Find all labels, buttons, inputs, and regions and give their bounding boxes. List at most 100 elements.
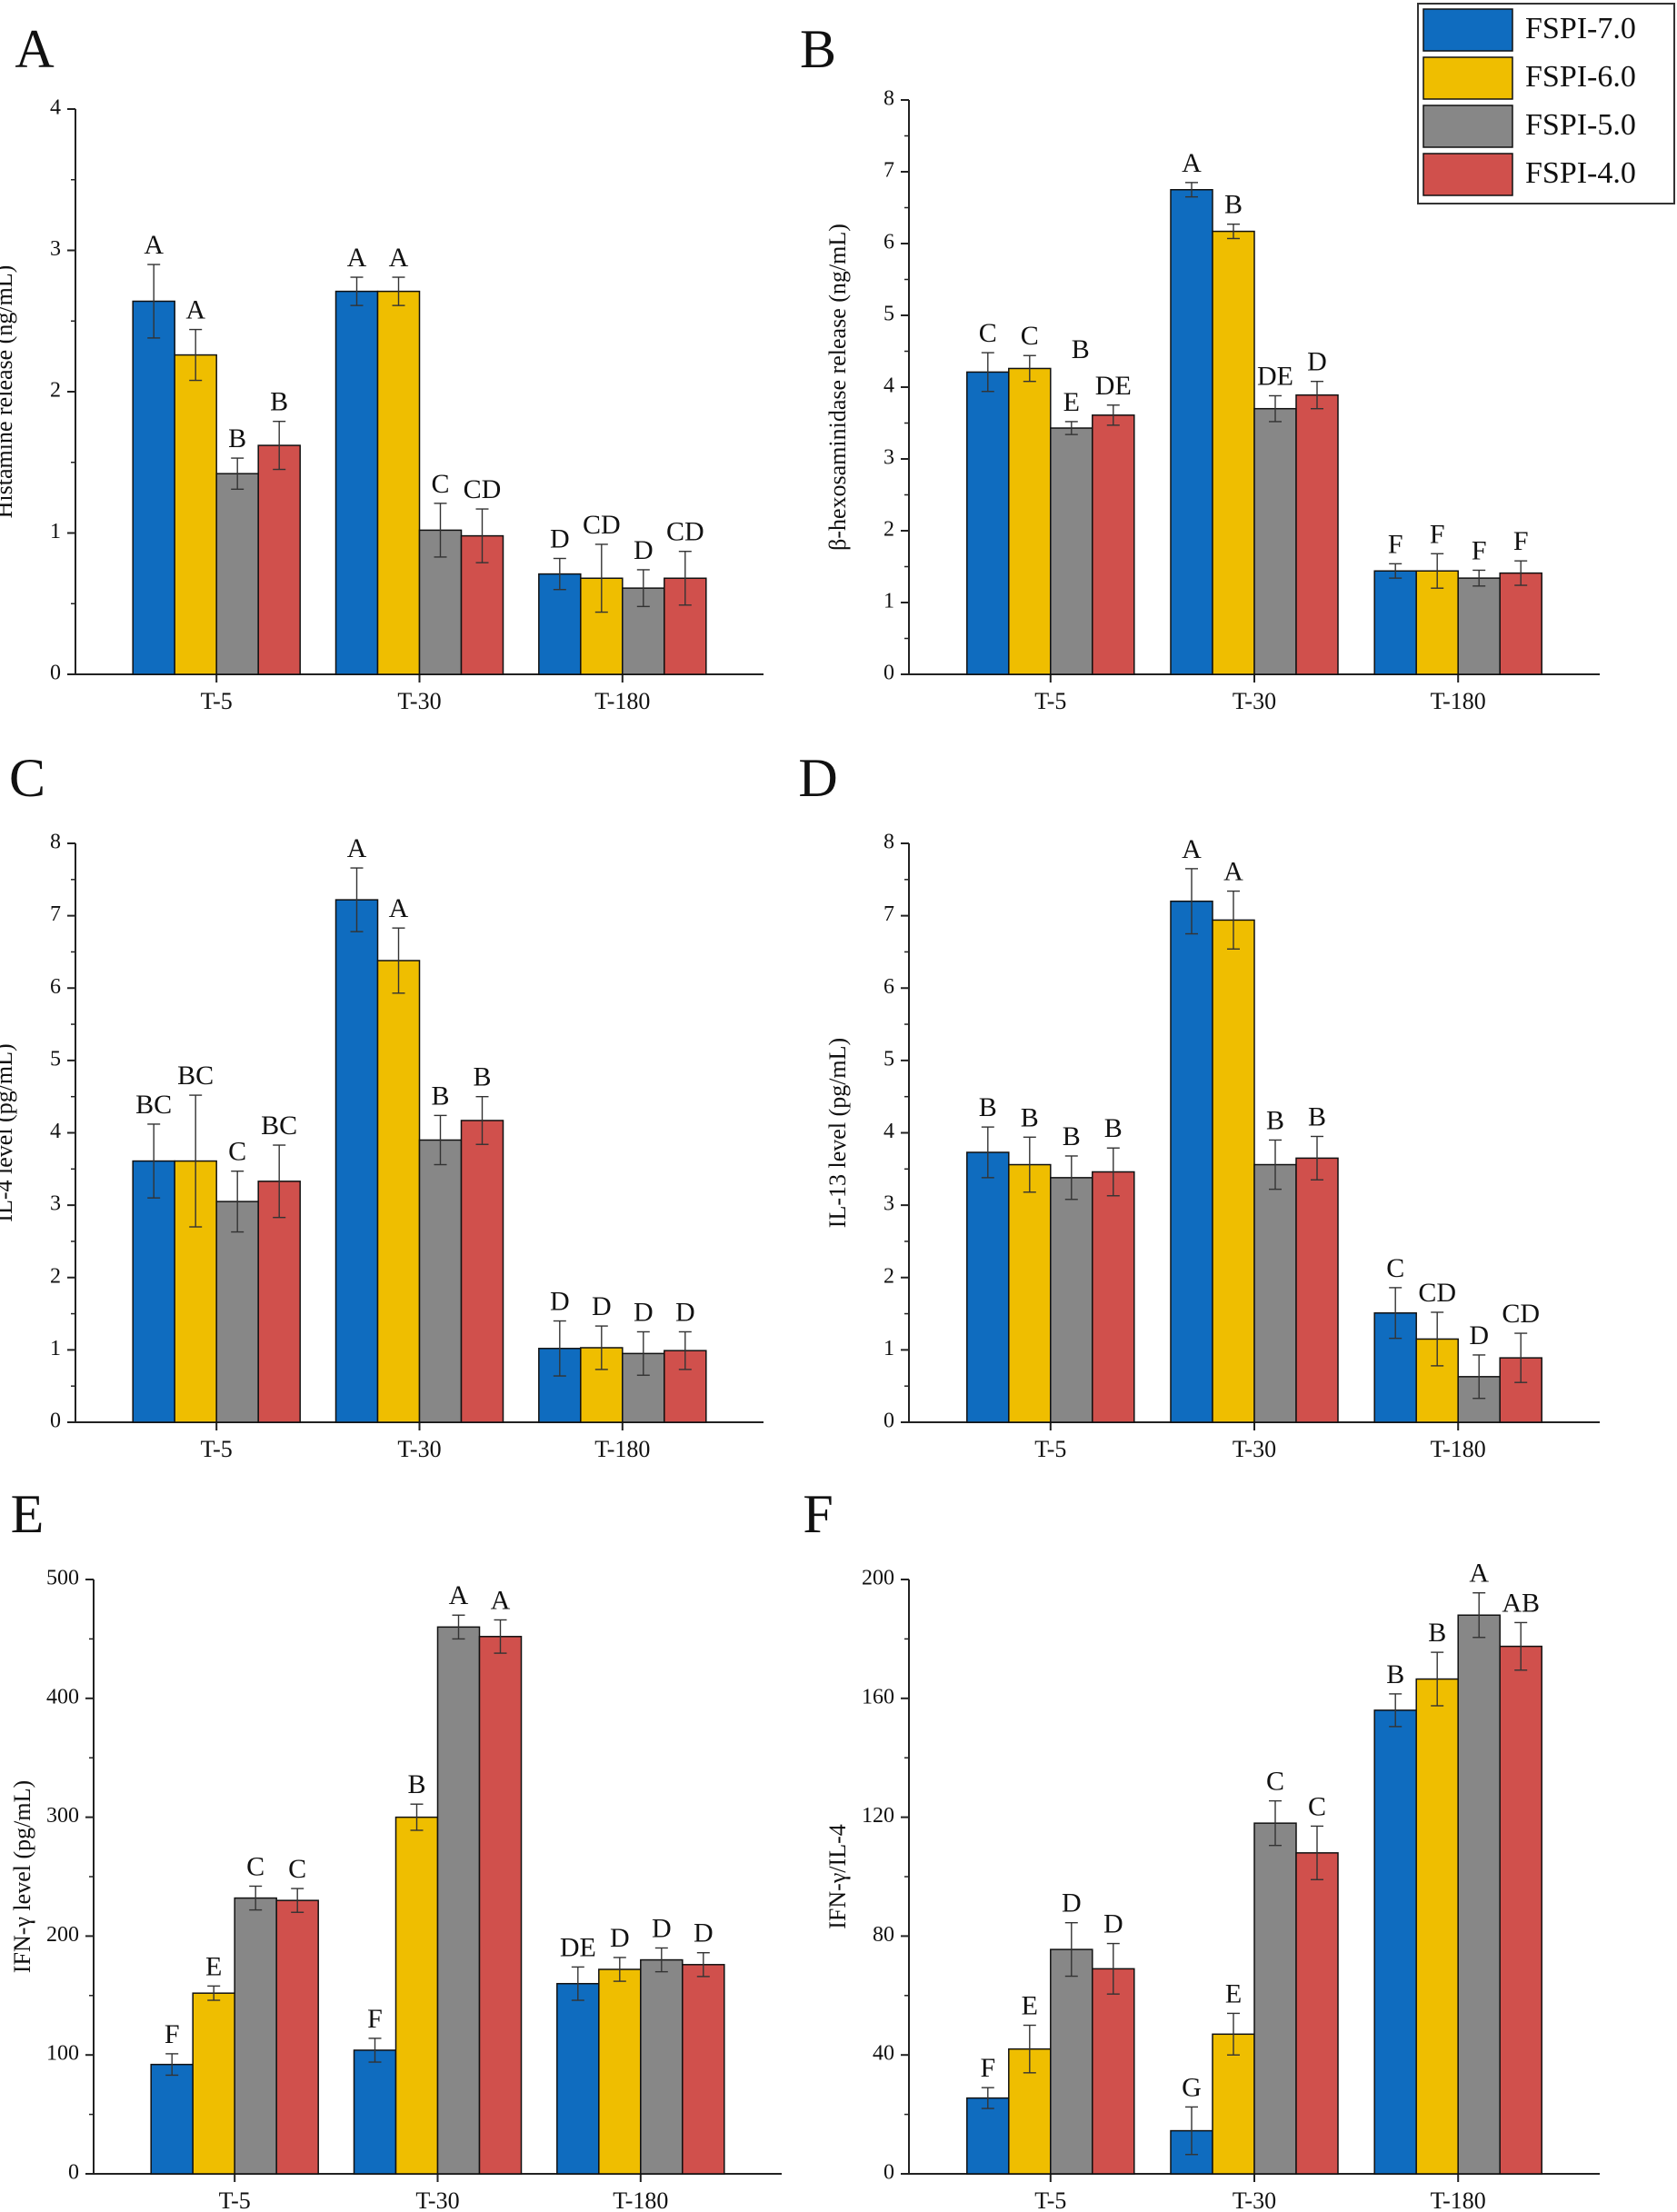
significance-letter: B <box>407 1769 425 1799</box>
significance-letter: B <box>1308 1101 1326 1131</box>
bar-fspi-5.0 <box>1050 1948 1093 2175</box>
bar-fspi-5.0 <box>1050 427 1093 675</box>
significance-letter: F <box>367 2004 383 2034</box>
significance-letter: B <box>979 1092 997 1122</box>
legend-swatch <box>1422 56 1513 100</box>
bar-fspi-5.0 <box>234 1897 277 2175</box>
panel-letter: F <box>803 1484 833 1544</box>
y-tick-label: 0 <box>50 1410 61 1433</box>
significance-letter: D <box>1307 347 1327 377</box>
bar-fspi-4.0 <box>257 444 301 675</box>
x-tick-label: T-180 <box>594 1436 650 1462</box>
significance-letter: BC <box>135 1090 172 1120</box>
bar-fspi-5.0 <box>640 1958 684 2175</box>
significance-letter: A <box>185 295 205 325</box>
significance-letter: C <box>288 1854 306 1884</box>
significance-letter: D <box>694 1918 714 1948</box>
bar-fspi-4.0 <box>478 1636 523 2175</box>
y-tick-label: 1 <box>50 1337 61 1360</box>
y-axis-label: IL-13 level (pg/mL) <box>824 1038 851 1228</box>
significance-letter: A <box>1182 834 1202 864</box>
bar-fspi-6.0 <box>1212 2033 1255 2175</box>
significance-letter: E <box>1063 387 1080 417</box>
bar-fspi-6.0 <box>1415 1678 1459 2175</box>
bar-fspi-4.0 <box>682 1964 725 2175</box>
bar-fspi-6.0 <box>192 1992 235 2175</box>
significance-letter: B <box>1072 334 1090 364</box>
x-tick-label: T-5 <box>1034 688 1066 714</box>
bar-fspi-4.0 <box>460 1120 504 1423</box>
significance-letter: B <box>431 1081 449 1111</box>
y-tick-label: 6 <box>50 975 61 999</box>
bar-fspi-7.0 <box>334 899 379 1423</box>
significance-letter: D <box>610 1923 630 1953</box>
x-tick-label: T-30 <box>1233 688 1276 714</box>
significance-letter: DE <box>1095 371 1132 401</box>
y-tick-label: 100 <box>46 2042 79 2066</box>
significance-letter: D <box>550 523 570 553</box>
y-tick-label: 1 <box>883 1337 894 1360</box>
significance-letter: D <box>592 1291 612 1321</box>
x-tick-label: T-5 <box>201 1436 233 1462</box>
significance-letter: DE <box>560 1932 596 1962</box>
significance-letter: E <box>205 1951 222 1981</box>
bar-fspi-7.0 <box>556 1982 600 2175</box>
bar-fspi-5.0 <box>1457 577 1501 675</box>
bar-fspi-7.0 <box>132 1160 175 1423</box>
x-tick-label: T-180 <box>594 688 650 714</box>
x-tick-label: T-30 <box>397 1436 441 1462</box>
y-tick-label: 3 <box>50 1192 61 1216</box>
bar-fspi-5.0 <box>1050 1177 1093 1423</box>
x-tick-label: T-5 <box>219 2187 251 2212</box>
significance-letter: CD <box>666 517 704 547</box>
y-tick-label: 200 <box>46 1923 79 1947</box>
bar-fspi-6.0 <box>376 960 421 1423</box>
panel-letter: D <box>798 748 837 808</box>
significance-letter: AB <box>1502 1588 1540 1618</box>
x-tick-label: T-180 <box>1431 1436 1486 1462</box>
y-tick-label: 500 <box>46 1567 79 1590</box>
x-tick-label: T-180 <box>613 2187 668 2212</box>
x-tick-label: T-5 <box>1034 2187 1066 2212</box>
x-tick-label: T-180 <box>1431 688 1486 714</box>
significance-letter: B <box>1224 190 1243 220</box>
bar-fspi-6.0 <box>1212 919 1255 1423</box>
panel-letter: C <box>9 748 45 808</box>
y-tick-label: 3 <box>50 237 61 261</box>
y-tick-label: 5 <box>50 1047 61 1071</box>
significance-letter: C <box>1308 1791 1326 1821</box>
bar-fspi-4.0 <box>1295 394 1339 675</box>
significance-letter: BC <box>177 1061 214 1091</box>
significance-letter: G <box>1182 2072 1202 2102</box>
significance-letter: BC <box>261 1111 297 1141</box>
significance-letter: F <box>165 2019 180 2049</box>
significance-letter: B <box>228 423 246 453</box>
y-axis-label: IFN-γ level (pg/mL) <box>9 1780 35 1973</box>
y-tick-label: 1 <box>883 590 894 613</box>
significance-letter: B <box>1021 1102 1039 1132</box>
y-tick-label: 4 <box>883 1120 894 1143</box>
x-tick-label: T-30 <box>397 688 441 714</box>
legend-label: FSPI-5.0 <box>1525 108 1636 142</box>
y-axis-label: β-hexosaminidase release (ng/mL) <box>824 224 851 551</box>
y-tick-label: 6 <box>883 975 894 999</box>
significance-letter: B <box>1104 1113 1123 1143</box>
significance-letter: E <box>1225 1978 1242 2008</box>
bar-fspi-4.0 <box>1295 1852 1339 2175</box>
y-tick-label: 300 <box>46 1804 79 1828</box>
bar-fspi-7.0 <box>132 300 175 675</box>
y-tick-label: 0 <box>68 2161 79 2185</box>
y-tick-label: 1 <box>50 520 61 543</box>
significance-letter: A <box>1223 857 1243 887</box>
y-tick-label: 6 <box>883 231 894 254</box>
y-tick-label: 2 <box>50 379 61 403</box>
bar-fspi-5.0 <box>1253 1163 1297 1423</box>
significance-letter: B <box>1063 1121 1081 1151</box>
bar-fspi-7.0 <box>1170 900 1213 1423</box>
bar-fspi-4.0 <box>1092 1968 1135 2175</box>
significance-letter: F <box>1388 529 1403 559</box>
bar-fspi-7.0 <box>1170 189 1213 675</box>
